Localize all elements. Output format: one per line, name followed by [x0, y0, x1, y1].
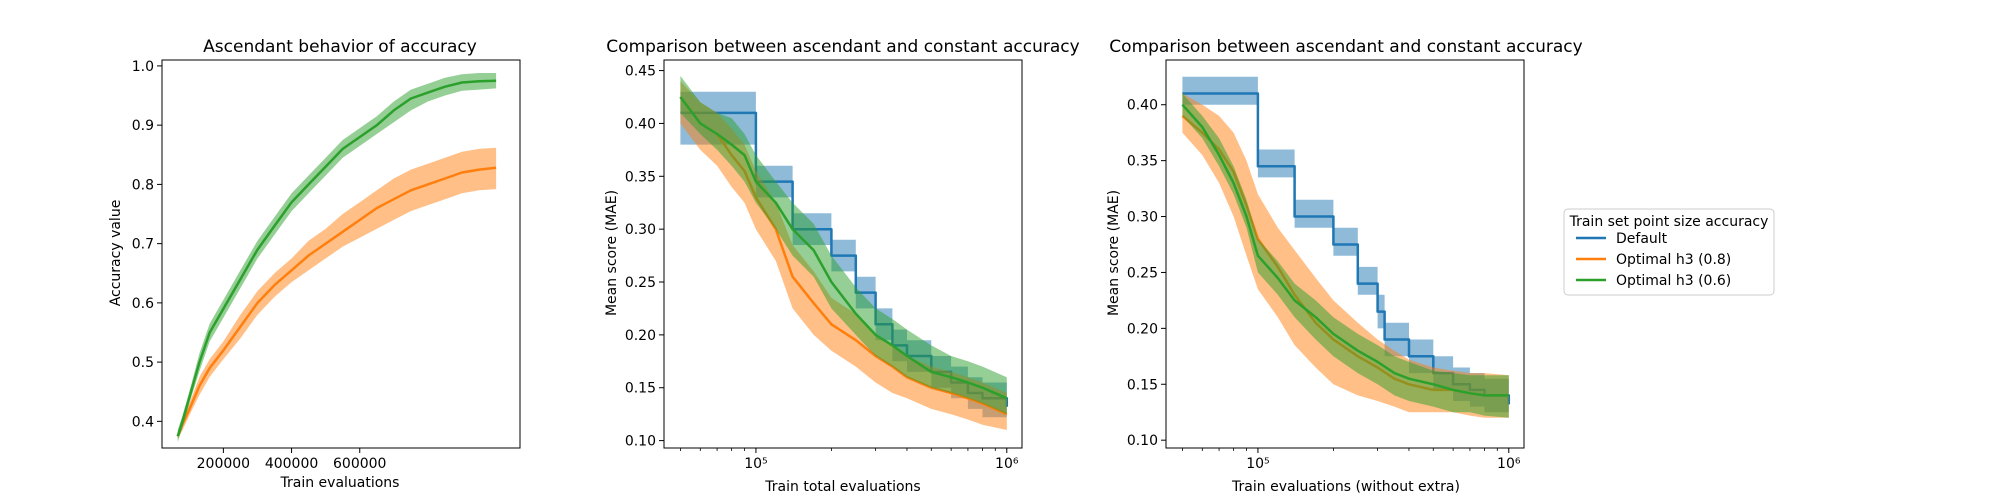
y-tick-label: 0.40	[625, 116, 656, 132]
x-tick-label: 10⁶	[995, 456, 1019, 472]
y-tick-label: 0.45	[625, 64, 656, 80]
mae-total-panel: Comparison between ascendant and constan…	[604, 37, 1080, 495]
axes-frame	[1165, 59, 1525, 449]
legend-entries: Default Optimal h3 (0.8) Optimal h3 (0.6)	[1576, 231, 1731, 289]
y-tick-label: 0.15	[625, 381, 656, 397]
x-axis-label: Train evaluations	[280, 475, 400, 491]
y-tick-label: 0.5	[132, 355, 154, 371]
y-tick-label: 0.6	[132, 296, 154, 312]
y-tick-label: 0.30	[625, 222, 656, 238]
x-axis-label: Train total evaluations	[764, 479, 920, 495]
legend-frame	[1563, 208, 1775, 296]
y-tick-label: 0.7	[132, 237, 154, 253]
series-line-optimal-h3-0-6	[176, 79, 497, 437]
y-tick-label: 0.4	[132, 414, 154, 430]
y-axis-label: Mean score (MAE)	[604, 190, 620, 316]
series-line-optimal-h3-0-6	[679, 96, 1008, 400]
plot-area: 10⁵ 10⁶ 0.10 0.15 0.20 0.25 0.30 0.35 0.40	[1127, 59, 1525, 472]
y-tick-label: 0.8	[132, 177, 154, 193]
series-group	[679, 75, 1009, 430]
series-line-optimal-h3-0-6	[1181, 103, 1509, 397]
confidence-band-optimal-h3-0-8	[177, 147, 497, 440]
accuracy-panel: Ascendant behavior of accuracy Train eva…	[108, 37, 521, 491]
axes-frame	[663, 59, 1023, 449]
x-tick-label: 200000	[197, 456, 250, 472]
confidence-band-optimal-h3-0-6	[680, 75, 1007, 415]
confidence-band-default	[1182, 76, 1509, 424]
y-tick-label: 0.10	[1127, 433, 1158, 449]
y-axis-label: Mean score (MAE)	[1106, 190, 1122, 316]
y-tick-label: 0.20	[1127, 321, 1158, 337]
axes-frame	[161, 59, 521, 449]
y-tick-label: 0.30	[1127, 210, 1158, 226]
legend-label-optimal-h3-0-6: Optimal h3 (0.6)	[1616, 273, 1731, 289]
x-tick-label: 10⁵	[744, 456, 767, 472]
mae-without-extra-panel: Comparison between ascendant and constan…	[1106, 37, 1583, 495]
confidence-band-optimal-h3-0-6	[1182, 93, 1509, 418]
y-tick-label: 0.20	[625, 328, 656, 344]
x-tick-label: 10⁶	[1497, 456, 1521, 472]
x-tick-label: 600000	[333, 456, 386, 472]
confidence-band-optimal-h3-0-6	[177, 73, 497, 443]
y-tick-label: 0.25	[625, 275, 656, 291]
legend-label-default: Default	[1616, 231, 1668, 247]
x-tick-label: 10⁵	[1246, 456, 1269, 472]
x-axis-label: Train evaluations (without extra)	[1231, 479, 1460, 495]
series-line-optimal-h3-0-8	[176, 166, 497, 437]
plot-area: 200000 400000 600000 0.4 0.5 0.6 0.7 0.8 0.9 1.0	[132, 59, 521, 472]
legend-title: Train set point size accuracy	[1569, 214, 1769, 230]
y-tick-label: 0.10	[625, 434, 656, 450]
series-group	[1181, 76, 1511, 424]
y-axis-label: Accuracy value	[108, 200, 124, 307]
legend-label-optimal-h3-0-8: Optimal h3 (0.8)	[1616, 252, 1731, 268]
y-tick-label: 0.9	[132, 118, 154, 134]
panel-title: Ascendant behavior of accuracy	[203, 37, 477, 57]
y-tick-label: 0.25	[1127, 265, 1158, 281]
plot-area: 10⁵ 10⁶ 0.10 0.15 0.20 0.25 0.30 0.35 0.40 0.45	[625, 59, 1023, 472]
y-tick-label: 1.0	[132, 59, 154, 75]
x-tick-label: 400000	[265, 456, 318, 472]
panel-title: Comparison between ascendant and constan…	[1109, 37, 1582, 57]
y-tick-label: 0.40	[1127, 98, 1158, 114]
panel-title: Comparison between ascendant and constan…	[606, 37, 1079, 57]
y-tick-label: 0.35	[1127, 154, 1158, 170]
legend: Train set point size accuracy Default Opt…	[1563, 208, 1775, 296]
y-tick-label: 0.35	[625, 169, 656, 185]
y-tick-label: 0.15	[1127, 377, 1158, 393]
series-group	[176, 73, 497, 443]
